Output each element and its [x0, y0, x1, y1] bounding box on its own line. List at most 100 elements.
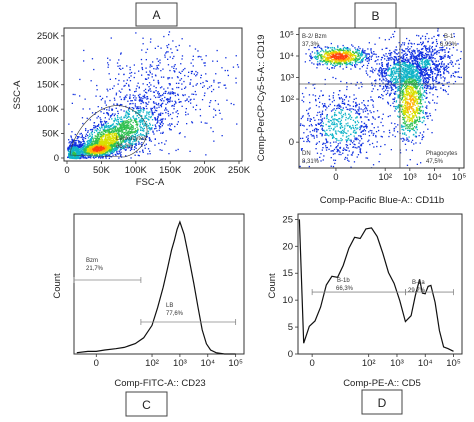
panel-a-event [88, 135, 90, 137]
panel-b-event [443, 35, 445, 37]
panel-b-event [393, 64, 395, 66]
panel-a-event [87, 146, 89, 148]
panel-b-event [444, 89, 446, 91]
panel-b-event [409, 118, 411, 120]
panel-b-event [406, 95, 408, 97]
panel-b-event [382, 98, 384, 100]
panel-b-event [417, 66, 419, 68]
panel-a-event [81, 156, 83, 158]
panel-b-event [340, 140, 342, 142]
panel-a-event [155, 127, 157, 129]
panel-b-event [344, 114, 347, 116]
panel-a-event [114, 141, 116, 143]
panel-b-event [337, 61, 339, 63]
panel-a-event [140, 109, 142, 111]
panel-b-event [407, 106, 409, 108]
panel-a-event [181, 70, 183, 72]
panel-a-event [177, 94, 179, 96]
panel-a-event [123, 117, 125, 119]
panel-b-event [384, 55, 386, 57]
panel-b-event [442, 89, 445, 92]
panel-a-event [73, 152, 75, 154]
panel-b-event [419, 68, 422, 71]
panel-a-event [140, 129, 142, 131]
panel-a-event [131, 134, 133, 137]
panel-b-event [381, 80, 383, 82]
panel-a-event [168, 77, 171, 79]
panel-a-event [106, 154, 108, 156]
panel-b-event [437, 65, 439, 67]
panel-a-event [132, 131, 134, 133]
panel-b-event [359, 128, 361, 131]
panel-a-event [120, 120, 122, 123]
panel-b-event [306, 109, 308, 112]
panel-a-event [105, 138, 107, 140]
panel-a-event [92, 148, 94, 150]
panel-a-event [139, 113, 141, 116]
panel-a-event [121, 120, 124, 123]
panel-a-event [101, 125, 103, 127]
panel-a-event [158, 125, 161, 128]
panel-b-event [372, 117, 375, 119]
panel-b-event [380, 73, 382, 75]
panel-a-event [79, 153, 81, 155]
panel-b-event [404, 70, 406, 72]
panel-b-event [425, 112, 427, 114]
panel-a-event [135, 130, 137, 133]
panel-b-event [371, 52, 373, 54]
panel-a-event [115, 123, 118, 125]
panel-b-event [433, 68, 435, 70]
panel-a-event [100, 151, 102, 154]
panel-b-event [423, 120, 425, 122]
panel-a-event [86, 141, 88, 143]
panel-b-event [378, 96, 380, 98]
panel-b-event [334, 130, 337, 132]
panel-a-event [140, 121, 142, 124]
panel-b-event [381, 65, 384, 67]
panel-b-event [363, 122, 366, 125]
panel-b-event [411, 99, 413, 101]
panel-b-event [408, 102, 411, 104]
panel-a-event [82, 151, 84, 153]
panel-b-event [382, 82, 384, 84]
panel-a-event [101, 138, 103, 140]
panel-a-event [143, 90, 145, 92]
panel-a-event [173, 70, 175, 72]
panel-b-event [411, 113, 413, 115]
panel-a-event [208, 86, 211, 88]
panel-b-event [332, 64, 334, 66]
panel-b-event [352, 105, 355, 107]
panel-b-event [315, 47, 317, 49]
panel-a-event [99, 147, 101, 149]
panel-a-event [130, 135, 132, 137]
panel-a-event [153, 95, 155, 97]
panel-a-event [129, 80, 132, 82]
panel-a-event [159, 62, 161, 64]
panel-a-event [167, 64, 170, 66]
panel-a-event [126, 126, 128, 128]
panel-a-event [146, 48, 149, 50]
panel-a-event [201, 99, 204, 101]
panel-b-event [406, 73, 409, 75]
panel-a-event [208, 105, 211, 107]
panel-b-event [350, 82, 352, 85]
panel-b-event [401, 104, 403, 106]
panel-b-event [383, 131, 385, 133]
panel-b-event [340, 55, 342, 57]
panel-a-event [68, 139, 70, 141]
panel-a-event [68, 153, 70, 155]
panel-a-event [100, 123, 102, 125]
panel-a-event [72, 139, 74, 141]
panel-a-event [170, 48, 172, 50]
panel-b-event [387, 80, 389, 83]
panel-a-event [117, 138, 119, 141]
panel-a-event [178, 132, 181, 135]
panel-a-event [129, 69, 131, 71]
panel-a-event [129, 146, 131, 148]
panel-a-event [117, 110, 119, 112]
panel-a-event [113, 133, 115, 135]
panel-a-event [97, 137, 99, 139]
panel-b-event [380, 96, 382, 99]
panel-b-event [301, 149, 303, 151]
panel-a-event [123, 125, 125, 127]
